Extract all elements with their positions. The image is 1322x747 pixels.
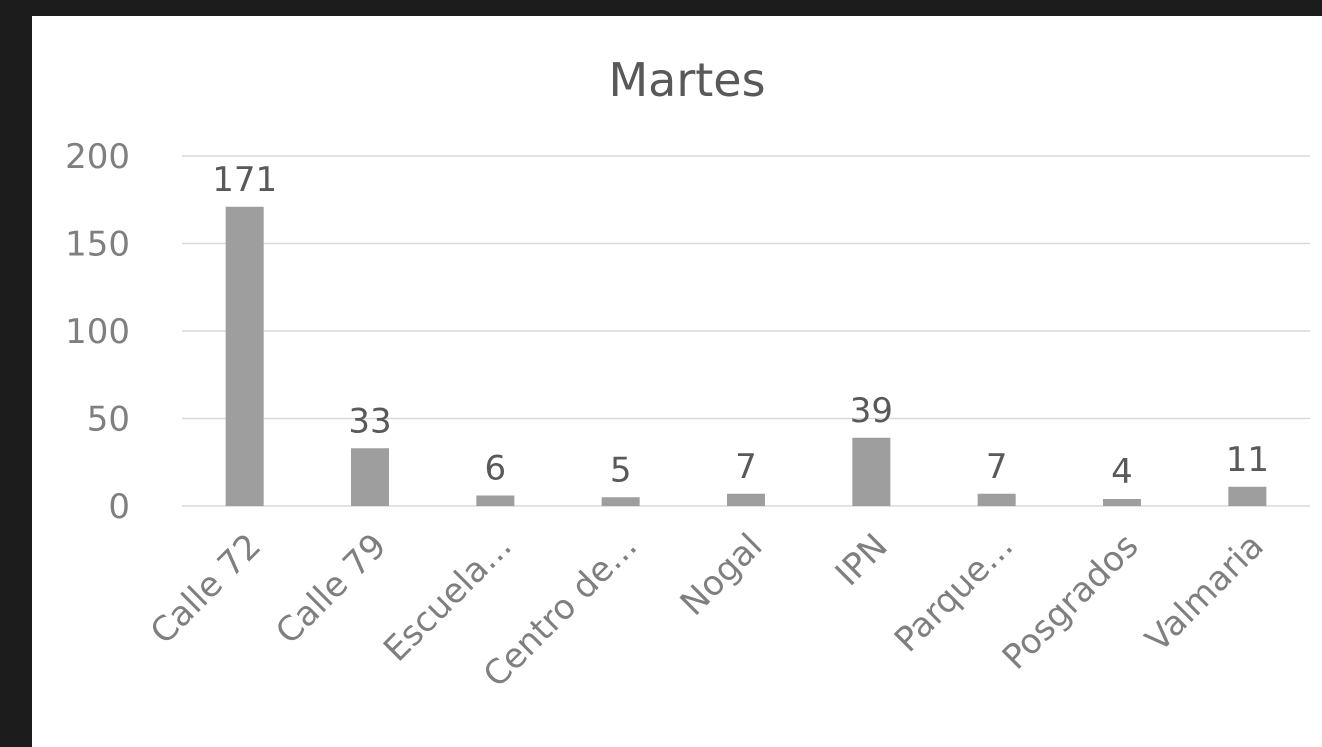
category-label: Nogal [673,526,771,624]
data-label: 4 [1111,452,1133,492]
data-label: 6 [485,449,507,489]
bar [977,493,1016,506]
bar-chart: Martes 0 50 100 150 200 171 33 6 5 7 39 7 4 11 Calle… [65,53,1310,695]
category-label: Parque... [887,526,1021,660]
chart-panel: Martes 0 50 100 150 200 171 33 6 5 7 39 7 4 11 Calle… [32,16,1322,747]
category-label: IPN [828,526,896,594]
bar [225,206,264,506]
bars [225,206,1267,506]
data-label: 33 [348,401,391,441]
y-tick-label: 100 [65,312,130,352]
y-axis-ticks: 0 50 100 150 200 [65,137,130,527]
data-label: 7 [986,447,1008,487]
data-labels: 171 33 6 5 7 39 7 4 11 [212,160,1269,492]
y-tick-label: 50 [87,400,130,440]
data-label: 11 [1226,440,1269,480]
data-label: 171 [212,160,277,200]
data-label: 7 [735,447,757,487]
bar [351,448,389,506]
category-label: Calle 79 [268,526,394,652]
data-label: 5 [610,450,632,490]
y-tick-label: 200 [65,137,130,177]
category-label: Valmaria [1138,526,1272,660]
bar [476,495,515,506]
bar [601,497,640,506]
y-tick-label: 0 [108,487,130,527]
category-label: Posgrados [995,526,1147,678]
data-label: 39 [850,391,893,431]
category-label: Calle 72 [143,526,269,652]
bar [1228,486,1267,506]
bar [1103,499,1141,506]
chart-title: Martes [608,53,765,107]
bar [727,493,765,506]
bar [852,437,891,506]
y-tick-label: 150 [65,225,130,265]
